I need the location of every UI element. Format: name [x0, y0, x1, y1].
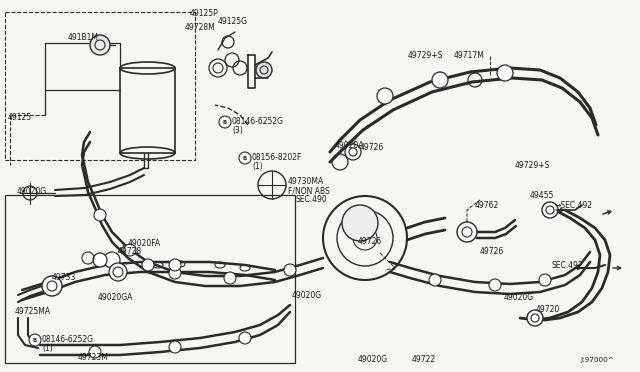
Text: 49730MA: 49730MA — [288, 177, 324, 186]
Circle shape — [89, 346, 101, 358]
Circle shape — [124, 244, 136, 256]
Text: (3): (3) — [232, 126, 243, 135]
Circle shape — [169, 259, 181, 271]
Text: 49125P: 49125P — [190, 10, 219, 19]
Circle shape — [429, 274, 441, 286]
Text: 49020FA: 49020FA — [128, 240, 161, 248]
Text: 49020GA: 49020GA — [98, 294, 133, 302]
Text: SEC.490: SEC.490 — [295, 196, 327, 205]
Text: 49020G: 49020G — [17, 187, 47, 196]
Text: 49020G: 49020G — [358, 356, 388, 365]
Circle shape — [239, 152, 251, 164]
Circle shape — [542, 202, 558, 218]
Bar — [5, 12, 195, 160]
Text: (1): (1) — [252, 163, 263, 171]
Text: F/NON ABS: F/NON ABS — [288, 186, 330, 196]
Circle shape — [90, 35, 110, 55]
Text: 49455: 49455 — [530, 190, 554, 199]
Circle shape — [457, 222, 477, 242]
Circle shape — [342, 205, 378, 241]
Circle shape — [169, 341, 181, 353]
Text: (1): (1) — [42, 344, 52, 353]
Circle shape — [489, 279, 501, 291]
Text: 49728: 49728 — [118, 247, 142, 257]
Ellipse shape — [240, 265, 250, 271]
Text: 49728M: 49728M — [185, 23, 216, 32]
Circle shape — [527, 310, 543, 326]
Text: B: B — [33, 337, 37, 343]
Text: →SEC.492: →SEC.492 — [555, 201, 593, 209]
Circle shape — [256, 62, 272, 78]
Text: 49020G: 49020G — [504, 294, 534, 302]
Circle shape — [169, 267, 181, 279]
Circle shape — [284, 264, 296, 276]
Circle shape — [224, 272, 236, 284]
Text: 08146-6252G: 08146-6252G — [42, 336, 94, 344]
Text: 49762: 49762 — [475, 201, 499, 209]
Text: 491B1M: 491B1M — [68, 33, 99, 42]
Text: 49729+S: 49729+S — [515, 160, 550, 170]
Text: B: B — [243, 155, 247, 160]
Text: 49020A: 49020A — [335, 141, 365, 150]
Circle shape — [142, 259, 154, 271]
Text: 49717M: 49717M — [454, 51, 485, 60]
Text: 49125G: 49125G — [218, 17, 248, 26]
Text: 08146-6252G: 08146-6252G — [232, 118, 284, 126]
Circle shape — [109, 263, 127, 281]
Text: 49729+S: 49729+S — [408, 51, 444, 60]
Text: SEC.492: SEC.492 — [552, 260, 584, 269]
Text: 49733: 49733 — [52, 273, 76, 282]
Circle shape — [94, 209, 106, 221]
Circle shape — [104, 252, 120, 268]
Circle shape — [219, 116, 231, 128]
Circle shape — [29, 334, 41, 346]
Text: B: B — [223, 119, 227, 125]
Circle shape — [432, 72, 448, 88]
Text: 49726: 49726 — [358, 237, 382, 247]
Ellipse shape — [153, 262, 163, 268]
Text: 49020G: 49020G — [292, 291, 322, 299]
Bar — [120, 68, 175, 153]
Circle shape — [239, 332, 251, 344]
Text: 49720: 49720 — [536, 305, 560, 314]
Text: 49726: 49726 — [360, 144, 384, 153]
Circle shape — [42, 276, 62, 296]
Text: 49726: 49726 — [480, 247, 504, 257]
Circle shape — [539, 274, 551, 286]
Text: 49125: 49125 — [8, 113, 32, 122]
Text: 49723M: 49723M — [78, 353, 109, 362]
Text: 49722: 49722 — [412, 356, 436, 365]
Text: 08156-8202F: 08156-8202F — [252, 154, 302, 163]
Bar — [5, 195, 295, 363]
Text: 49725MA: 49725MA — [15, 308, 51, 317]
Ellipse shape — [175, 261, 185, 267]
Text: J:97000^: J:97000^ — [580, 357, 614, 363]
Ellipse shape — [215, 262, 225, 268]
Circle shape — [93, 253, 107, 267]
Circle shape — [497, 65, 513, 81]
Circle shape — [377, 88, 393, 104]
